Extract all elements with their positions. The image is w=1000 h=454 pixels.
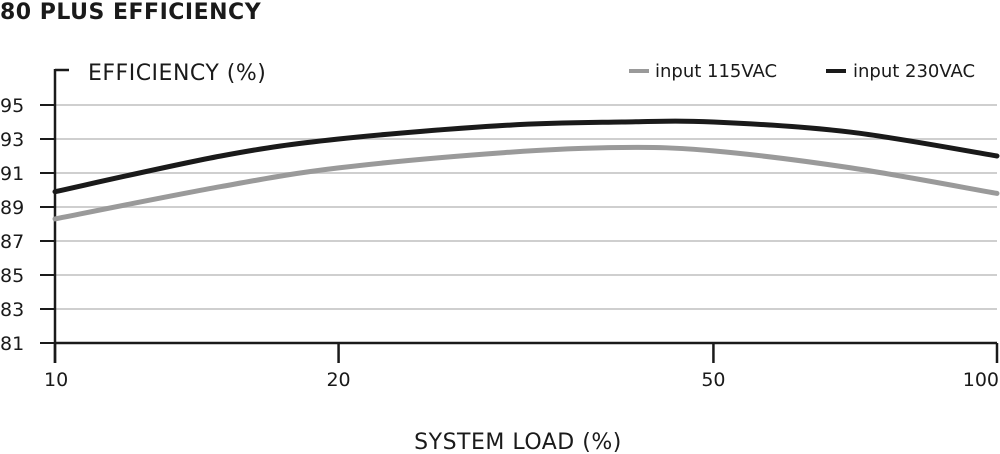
legend-label: input 230VAC [853, 61, 975, 82]
series-layer [52, 118, 1000, 222]
y-axis-title: EFFICIENCY (%) [88, 61, 266, 86]
y-tick-label: 85 [0, 265, 24, 287]
axis-layer: 95 93 91 89 87 85 83 81 10 20 50 100 [0, 68, 999, 391]
legend-label: input 115VAC [655, 61, 777, 82]
y-tick-label: 93 [0, 129, 24, 151]
y-tick-label: 87 [0, 231, 24, 253]
series-line-115vac [52, 144, 1000, 222]
grid-layer [55, 104, 997, 345]
chart-title: 80 PLUS EFFICIENCY [0, 0, 262, 25]
x-axis-title: SYSTEM LOAD (%) [414, 430, 622, 454]
y-tick-label: 95 [0, 95, 24, 117]
x-tick-label: 100 [963, 369, 999, 391]
x-tick-label: 20 [326, 369, 350, 391]
y-tick-label: 83 [0, 299, 24, 321]
x-tick-label: 10 [44, 369, 68, 391]
x-tick-label: 50 [701, 369, 725, 391]
legend: input 115VAC input 230VAC [629, 61, 975, 82]
series-line-230vac [52, 118, 1000, 195]
y-tick-label: 89 [0, 197, 24, 219]
y-tick-label: 81 [0, 333, 24, 355]
y-tick-label: 91 [0, 163, 24, 185]
